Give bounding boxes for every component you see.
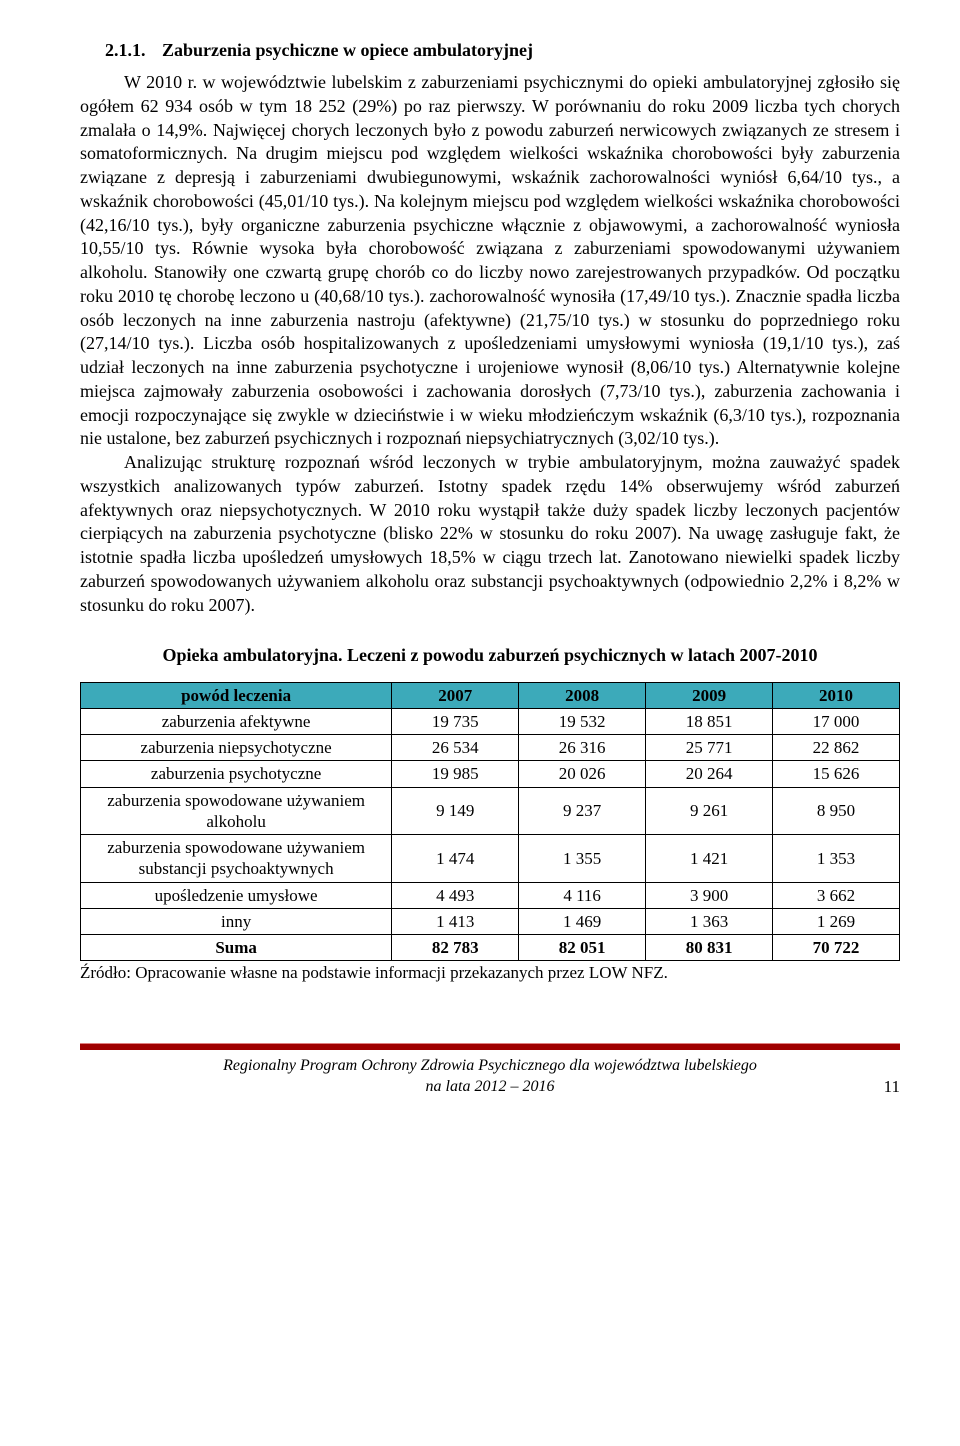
table-cell: 9 237 <box>519 787 646 835</box>
table-header-cell: 2010 <box>773 682 900 708</box>
table-cell: 19 985 <box>392 761 519 787</box>
page-footer: Regionalny Program Ochrony Zdrowia Psych… <box>80 1043 900 1098</box>
table-sum-cell: 82 051 <box>519 935 646 961</box>
table-row-label: zaburzenia niepsychotyczne <box>81 735 392 761</box>
table-row: zaburzenia afektywne19 73519 53218 85117… <box>81 708 900 734</box>
paragraph-2: Analizując strukturę rozpoznań wśród lec… <box>80 451 900 617</box>
table-sum-label: Suma <box>81 935 392 961</box>
table-cell: 1 474 <box>392 835 519 883</box>
table-row: zaburzenia niepsychotyczne26 53426 31625… <box>81 735 900 761</box>
table-header-cell: 2009 <box>646 682 773 708</box>
table-source: Źródło: Opracowanie własne na podstawie … <box>80 963 900 983</box>
table-title: Opieka ambulatoryjna. Leczeni z powodu z… <box>80 643 900 667</box>
table-cell: 4 116 <box>519 882 646 908</box>
table-cell: 20 264 <box>646 761 773 787</box>
table-cell: 1 421 <box>646 835 773 883</box>
table-cell: 3 662 <box>773 882 900 908</box>
section-title: Zaburzenia psychiczne w opiece ambulator… <box>162 40 533 60</box>
footer-divider <box>80 1043 900 1050</box>
table-cell: 22 862 <box>773 735 900 761</box>
table-row: zaburzenia psychotyczne19 98520 02620 26… <box>81 761 900 787</box>
table-cell: 19 735 <box>392 708 519 734</box>
table-header-cell: 2007 <box>392 682 519 708</box>
table-cell: 3 900 <box>646 882 773 908</box>
paragraph-1: W 2010 r. w województwie lubelskim z zab… <box>80 71 900 451</box>
table-row: inny1 4131 4691 3631 269 <box>81 908 900 934</box>
table-sum-cell: 82 783 <box>392 935 519 961</box>
table-row-label: upośledzenie umysłowe <box>81 882 392 908</box>
table-row-label: zaburzenia afektywne <box>81 708 392 734</box>
table-row-label: zaburzenia spowodowane używaniem substan… <box>81 835 392 883</box>
table-row: zaburzenia spowodowane używaniem substan… <box>81 835 900 883</box>
table-header-row: powód leczenia2007200820092010 <box>81 682 900 708</box>
table-row: zaburzenia spowodowane używaniem alkohol… <box>81 787 900 835</box>
table-cell: 17 000 <box>773 708 900 734</box>
body-paragraphs: W 2010 r. w województwie lubelskim z zab… <box>80 71 900 617</box>
table-cell: 9 149 <box>392 787 519 835</box>
table-cell: 26 534 <box>392 735 519 761</box>
footer-line2: na lata 2012 – 2016 <box>426 1078 555 1095</box>
table-header-cell: powód leczenia <box>81 682 392 708</box>
table-cell: 8 950 <box>773 787 900 835</box>
table-sum-row: Suma82 78382 05180 83170 722 <box>81 935 900 961</box>
table-cell: 4 493 <box>392 882 519 908</box>
table-cell: 1 469 <box>519 908 646 934</box>
table-cell: 1 363 <box>646 908 773 934</box>
table-cell: 18 851 <box>646 708 773 734</box>
section-heading: 2.1.1. Zaburzenia psychiczne w opiece am… <box>105 40 900 61</box>
table-cell: 1 353 <box>773 835 900 883</box>
table-cell: 26 316 <box>519 735 646 761</box>
table-cell: 19 532 <box>519 708 646 734</box>
table-cell: 25 771 <box>646 735 773 761</box>
table-cell: 1 413 <box>392 908 519 934</box>
table-row-label: zaburzenia spowodowane używaniem alkohol… <box>81 787 392 835</box>
table-header-cell: 2008 <box>519 682 646 708</box>
table-row: upośledzenie umysłowe4 4934 1163 9003 66… <box>81 882 900 908</box>
data-table: powód leczenia2007200820092010 zaburzeni… <box>80 682 900 962</box>
table-row-label: zaburzenia psychotyczne <box>81 761 392 787</box>
table-row-label: inny <box>81 908 392 934</box>
footer-line1: Regionalny Program Ochrony Zdrowia Psych… <box>223 1057 757 1074</box>
table-cell: 20 026 <box>519 761 646 787</box>
table-cell: 1 269 <box>773 908 900 934</box>
footer-text: Regionalny Program Ochrony Zdrowia Psych… <box>80 1056 900 1098</box>
table-sum-cell: 80 831 <box>646 935 773 961</box>
table-cell: 1 355 <box>519 835 646 883</box>
table-cell: 9 261 <box>646 787 773 835</box>
page-number: 11 <box>884 1076 900 1098</box>
table-sum-cell: 70 722 <box>773 935 900 961</box>
table-cell: 15 626 <box>773 761 900 787</box>
section-number: 2.1.1. <box>105 40 146 60</box>
